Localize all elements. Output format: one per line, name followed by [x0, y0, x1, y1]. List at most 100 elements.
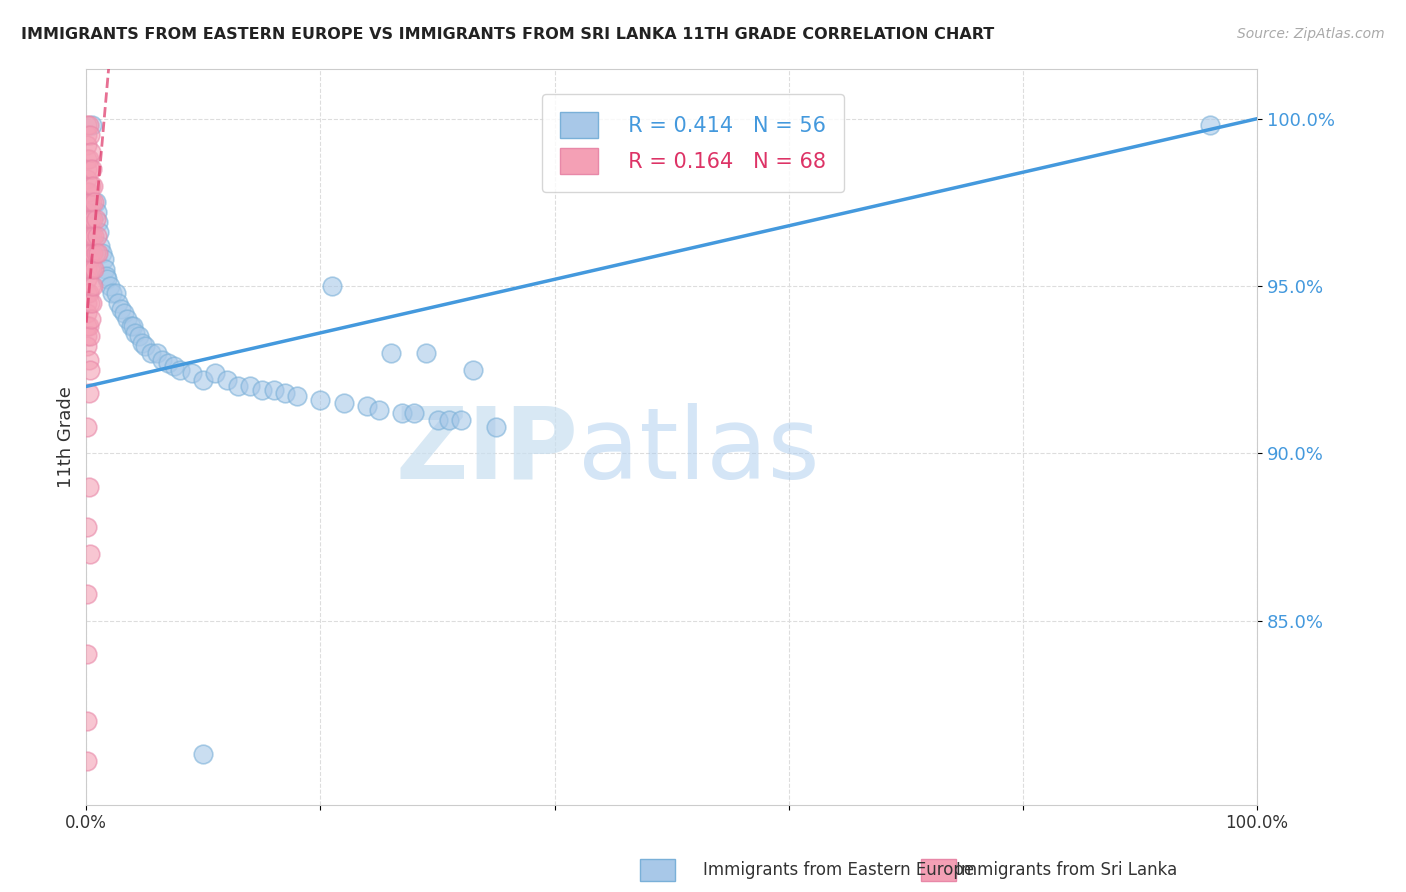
Point: [134, 339, 156, 353]
Point: [76, 754, 98, 768]
Point: [333, 396, 356, 410]
Point: [120, 319, 142, 334]
Point: [76, 295, 98, 310]
Point: [82, 262, 104, 277]
Point: [250, 383, 273, 397]
Point: [77, 285, 100, 300]
Point: [79, 262, 101, 277]
Point: [77, 186, 100, 200]
Point: [83, 195, 105, 210]
Point: [180, 366, 202, 380]
Point: [82, 245, 104, 260]
Point: [84, 212, 107, 227]
Point: [82, 178, 104, 193]
Point: [80, 145, 103, 160]
Point: [128, 329, 150, 343]
Point: [87, 215, 110, 229]
Point: [82, 195, 104, 210]
Point: [76, 119, 98, 133]
Point: [83, 228, 105, 243]
Point: [79, 295, 101, 310]
Point: [76, 161, 98, 176]
Point: [76, 587, 98, 601]
Point: [76, 252, 98, 267]
Point: [89, 239, 111, 253]
Text: Immigrants from Sri Lanka: Immigrants from Sri Lanka: [956, 861, 1177, 879]
Point: [107, 295, 129, 310]
Point: [84, 245, 107, 260]
Point: [76, 186, 98, 200]
Point: [79, 195, 101, 210]
Point: [82, 212, 104, 227]
Point: [80, 312, 103, 326]
Point: [193, 373, 215, 387]
Point: [404, 406, 426, 420]
Point: [77, 119, 100, 133]
Point: [228, 379, 250, 393]
Text: Source: ZipAtlas.com: Source: ZipAtlas.com: [1237, 27, 1385, 41]
Point: [79, 128, 101, 143]
Point: [76, 285, 98, 300]
Point: [380, 346, 402, 360]
Point: [169, 362, 191, 376]
Point: [76, 647, 98, 661]
Point: [76, 714, 98, 728]
Point: [77, 386, 100, 401]
Point: [356, 400, 378, 414]
Point: [80, 279, 103, 293]
Y-axis label: 11th Grade: 11th Grade: [58, 385, 75, 488]
Text: Immigrants from Eastern Europe: Immigrants from Eastern Europe: [703, 861, 974, 879]
Point: [80, 245, 103, 260]
Point: [77, 352, 100, 367]
Point: [82, 161, 104, 176]
Point: [93, 252, 115, 267]
Point: [139, 346, 162, 360]
Point: [285, 389, 308, 403]
Point: [79, 228, 101, 243]
Point: [83, 262, 105, 277]
Text: IMMIGRANTS FROM EASTERN EUROPE VS IMMIGRANTS FROM SRI LANKA 11TH GRADE CORRELATI: IMMIGRANTS FROM EASTERN EUROPE VS IMMIGR…: [21, 27, 994, 42]
Point: [98, 279, 121, 293]
Point: [110, 302, 132, 317]
Point: [117, 312, 139, 326]
Point: [94, 262, 117, 277]
Point: [450, 413, 472, 427]
Point: [82, 119, 104, 133]
Point: [77, 319, 100, 334]
Point: [79, 362, 101, 376]
Point: [76, 520, 98, 534]
Point: [80, 212, 103, 227]
Point: [204, 366, 226, 380]
Point: [150, 352, 173, 367]
Point: [461, 362, 484, 376]
Point: [79, 329, 101, 343]
Point: [485, 419, 508, 434]
Point: [309, 392, 332, 407]
Point: [1199, 119, 1222, 133]
Point: [79, 161, 101, 176]
Point: [79, 547, 101, 561]
Point: [124, 326, 146, 340]
Point: [77, 219, 100, 233]
Point: [76, 205, 98, 219]
Point: [239, 379, 262, 393]
Point: [274, 386, 297, 401]
Point: [76, 329, 98, 343]
Point: [87, 245, 110, 260]
Point: [76, 272, 98, 286]
Point: [321, 279, 343, 293]
Point: [263, 383, 285, 397]
Point: [82, 228, 104, 243]
Point: [76, 195, 98, 210]
Point: [76, 219, 98, 233]
Legend:   R = 0.414   N = 56,   R = 0.164   N = 68: R = 0.414 N = 56, R = 0.164 N = 68: [541, 94, 844, 193]
Point: [76, 306, 98, 320]
Point: [122, 319, 145, 334]
Point: [76, 228, 98, 243]
Point: [112, 306, 135, 320]
Point: [76, 262, 98, 277]
Point: [80, 178, 103, 193]
Point: [157, 356, 180, 370]
Point: [76, 339, 98, 353]
Point: [145, 346, 167, 360]
